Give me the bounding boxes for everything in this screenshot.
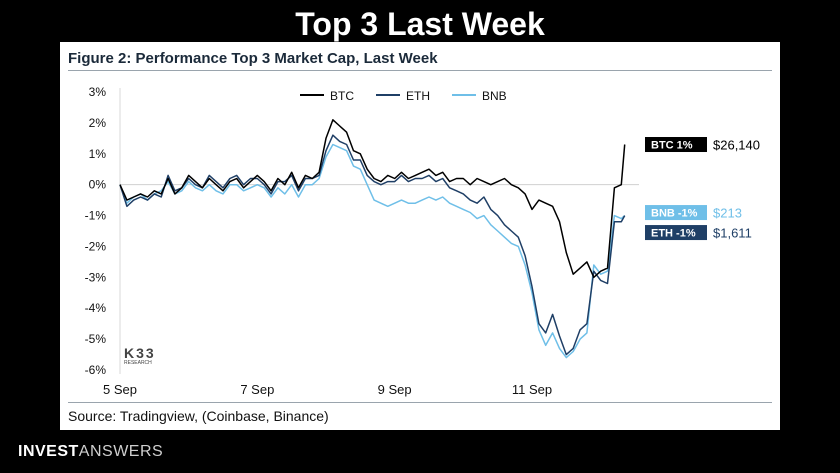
brand-logo: INVESTANSWERS	[18, 443, 163, 461]
legend-label: BTC	[330, 89, 354, 103]
x-tick-label: 11 Sep	[512, 382, 552, 397]
y-tick-label: 1%	[89, 147, 107, 161]
x-tick-label: 5 Sep	[103, 382, 137, 397]
y-tick-label: -4%	[85, 301, 107, 315]
end-price-label: $213	[713, 206, 742, 221]
end-price-label: $1,611	[713, 226, 752, 241]
end-tag-label: BTC 1%	[651, 140, 693, 152]
end-tag-label: ETH -1%	[651, 228, 696, 240]
end-tag-label: BNB -1%	[651, 208, 698, 220]
figure-title: Figure 2: Performance Top 3 Market Cap, …	[68, 50, 438, 67]
end-tag-box	[645, 225, 707, 241]
end-tag-box	[645, 137, 707, 153]
y-tick-label: -6%	[85, 363, 107, 377]
figure-card: Figure 2: Performance Top 3 Market Cap, …	[60, 42, 780, 430]
y-tick-label: 3%	[89, 85, 107, 99]
legend-label: BNB	[482, 89, 507, 103]
legend-label: ETH	[406, 89, 430, 103]
brand-light: ANSWERS	[78, 443, 164, 460]
series-line-eth	[119, 134, 626, 356]
slide-title: Top 3 Last Week	[295, 6, 545, 42]
x-tick-label: 9 Sep	[378, 382, 412, 397]
source-note: Source: Tradingview, (Coinbase, Binance)	[68, 408, 329, 424]
line-chart: 3% 2% 1% 0% -1% -2% -3% -4% -5% -6% 5 Sep 7 Sep 9 Se…	[85, 85, 760, 397]
y-tick-label: -3%	[85, 270, 107, 284]
x-tick-label: 7 Sep	[240, 382, 274, 397]
y-tick-label: -1%	[85, 209, 107, 223]
title-divider	[68, 70, 772, 71]
source-divider	[68, 402, 772, 403]
brand-bold: INVEST	[18, 443, 79, 460]
y-tick-label: 2%	[89, 116, 107, 130]
y-tick-label: 0%	[89, 178, 107, 192]
series-line-bnb	[119, 143, 626, 359]
end-price-label: $26,140	[713, 138, 760, 153]
end-tag-box	[645, 205, 707, 221]
series-line-btc	[119, 119, 626, 279]
watermark-subtext: RESEARCH	[124, 360, 152, 366]
watermark-logo: K33	[124, 345, 156, 361]
y-tick-label: -2%	[85, 239, 107, 253]
y-tick-label: -5%	[85, 332, 107, 346]
